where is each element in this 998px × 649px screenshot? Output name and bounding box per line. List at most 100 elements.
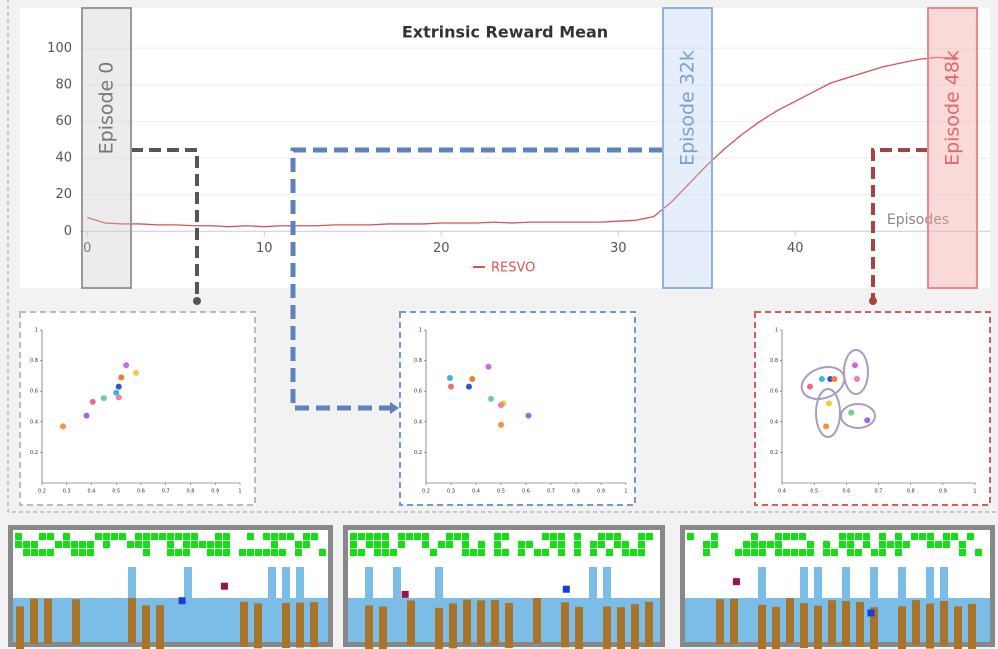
y-tick-label: 0.4 [770, 419, 778, 425]
game-tile [927, 541, 934, 548]
game-tile [255, 549, 262, 556]
game-pillar [72, 599, 80, 645]
x-tick-label: 0.9 [939, 489, 947, 495]
game-pillar [435, 607, 443, 649]
x-tick-label: 0.7 [547, 489, 555, 495]
game-tile [462, 541, 469, 548]
game-tile [871, 549, 878, 556]
game-pillar [296, 567, 304, 598]
game-tile [534, 549, 541, 556]
y-tick-label: 0.6 [30, 389, 38, 395]
game-tile [919, 533, 926, 540]
game-pillar [926, 603, 934, 649]
x-tick-label: 0.3 [63, 489, 71, 495]
game-tile [39, 549, 46, 556]
annotation-box [81, 7, 132, 289]
game-tile [839, 533, 846, 540]
y-tick-label: 40 [55, 151, 72, 166]
game-tile [151, 533, 158, 540]
game-tile [638, 541, 645, 548]
game-tile [807, 549, 814, 556]
game-tile [382, 533, 389, 540]
game-tile [687, 533, 694, 540]
game-tile [518, 541, 525, 548]
point [123, 362, 130, 369]
game-tile [967, 533, 974, 540]
game-tile [975, 549, 982, 556]
game-screens [8, 525, 995, 649]
game-tile [263, 533, 270, 540]
game-pillar [310, 602, 318, 648]
game-tile [87, 541, 94, 548]
y-tick-label: 0.8 [770, 358, 778, 364]
point [806, 383, 813, 390]
y-tick-label: 1 [775, 328, 778, 334]
x-axis-label: Episodes [887, 212, 949, 228]
point [466, 383, 472, 390]
game-tile [247, 549, 254, 556]
point [852, 362, 859, 369]
cluster-outline [840, 403, 876, 429]
game-pillar [282, 602, 290, 648]
x-tick-label: 0.5 [810, 489, 818, 495]
game-tile [167, 541, 174, 548]
game-tile [783, 533, 790, 540]
x-tick-label: 0.9 [211, 489, 219, 495]
game-tile [927, 533, 934, 540]
line-chart: 0 20 40 60 80 100 0 10 20 30 40 RESVO [47, 41, 990, 276]
game-tile [223, 549, 230, 556]
game-pillar [268, 567, 276, 598]
point [498, 401, 504, 408]
game-tile [143, 533, 150, 540]
game-tile [775, 541, 782, 548]
game-pillar [505, 602, 513, 648]
x-tick-label: 10 [256, 241, 273, 256]
game-tile [711, 533, 718, 540]
game-tile [791, 533, 798, 540]
game-tile [71, 541, 78, 548]
game-tile [895, 533, 902, 540]
game-tile [31, 549, 38, 556]
game-pillar [645, 601, 653, 647]
game-tile [319, 549, 326, 556]
game-tile [494, 533, 501, 540]
game-tile [799, 533, 806, 540]
game-tile [590, 541, 597, 548]
game-pillar [365, 567, 373, 598]
agent [220, 582, 228, 590]
game-pillar [898, 567, 906, 598]
game-pillar [856, 601, 864, 647]
point [818, 375, 825, 382]
game-pillar [254, 603, 262, 649]
agent [732, 578, 740, 586]
game-tile [855, 549, 862, 556]
annotations: Episode 0 Episode 32k Episode 48k [81, 7, 978, 289]
game-tile [799, 549, 806, 556]
game-tile [183, 549, 190, 556]
point [115, 394, 122, 401]
game-pillar [617, 607, 625, 649]
x-tick-label: 0.6 [842, 489, 850, 495]
game-tile [703, 541, 710, 548]
game-tile [31, 541, 38, 548]
game-tile [127, 541, 134, 548]
game-tile [303, 533, 310, 540]
point [60, 423, 67, 430]
plot: 020406080100010203040RESVO 0.2 0.3 0.4 0.5 0.… [30, 41, 990, 495]
game-tile [207, 541, 214, 548]
point [113, 389, 120, 396]
game-tile [191, 533, 198, 540]
game-tile [422, 533, 429, 540]
game-tile [831, 549, 838, 556]
game-tile [598, 541, 605, 548]
game-tile [215, 533, 222, 540]
game-tile [823, 549, 830, 556]
y-tick-label: 0.2 [30, 450, 38, 456]
x-tick-label: 0.5 [497, 489, 505, 495]
game-tile [358, 549, 365, 556]
game-tile [191, 541, 198, 548]
game-pillar [365, 605, 373, 649]
annotation-label: Episode 48k [942, 50, 964, 166]
game-tile [478, 549, 485, 556]
